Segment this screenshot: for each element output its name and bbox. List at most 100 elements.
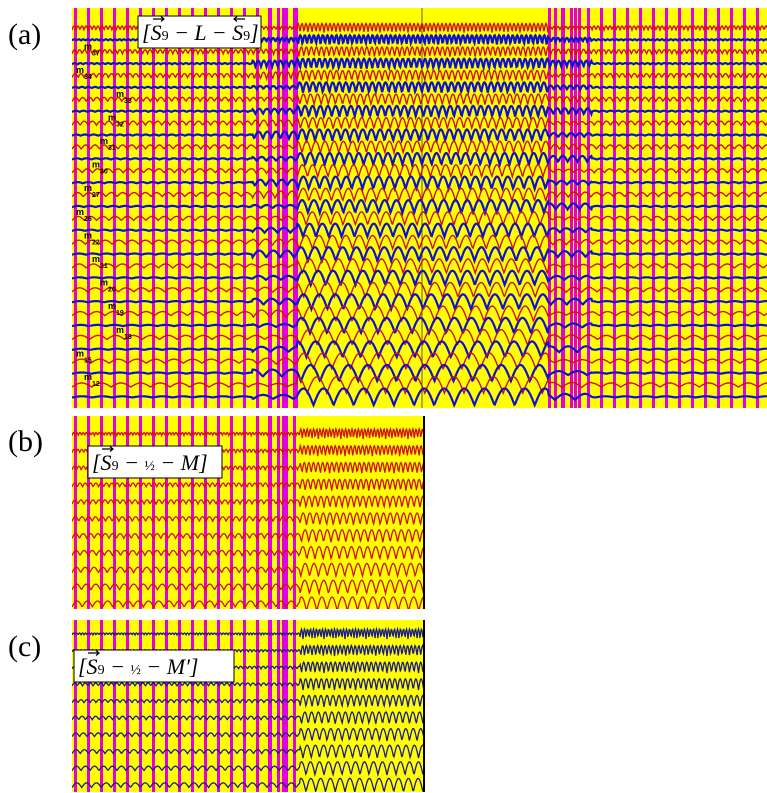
panel-b-equation: [S9 − ½ − M] xyxy=(92,450,208,475)
mode-label: m xyxy=(84,183,92,193)
stripe xyxy=(268,416,271,609)
mode-label-sub: 18 xyxy=(124,334,132,341)
trace-line xyxy=(72,562,425,579)
trace-line xyxy=(72,246,767,265)
trace-line xyxy=(72,93,767,107)
stripe xyxy=(178,416,181,609)
trace-line xyxy=(72,281,767,300)
trace-line xyxy=(72,694,424,709)
trace-line xyxy=(72,140,767,156)
stripe xyxy=(268,8,271,408)
panel-a-traces xyxy=(72,22,767,408)
stripe xyxy=(256,8,259,408)
panel-b-traces xyxy=(72,426,425,609)
mode-label: m xyxy=(100,136,108,146)
stripe xyxy=(574,8,577,408)
stripe xyxy=(100,416,103,609)
trace-line xyxy=(72,104,767,121)
stripe xyxy=(217,8,220,408)
mode-label: m xyxy=(92,160,100,170)
mode-label: m xyxy=(108,112,116,122)
stripe xyxy=(165,416,168,609)
trace-line xyxy=(72,293,767,313)
trace-line xyxy=(72,744,424,760)
stripe xyxy=(548,8,551,408)
trace-line xyxy=(72,677,425,691)
mode-label-sub: 30 xyxy=(100,169,108,176)
trace-line xyxy=(72,81,767,96)
trace-line xyxy=(72,579,425,596)
trace-line xyxy=(72,69,767,83)
mode-label: m xyxy=(76,65,84,75)
mode-label-sub: 12 xyxy=(92,381,100,388)
stripe xyxy=(285,620,288,792)
stripe xyxy=(293,416,296,609)
panel-c-stripes xyxy=(74,620,296,792)
trace-line xyxy=(72,711,424,726)
trace-line xyxy=(72,761,424,777)
stripe xyxy=(639,8,642,408)
stripe xyxy=(74,416,77,609)
eq-a-close: ] xyxy=(249,20,259,45)
stripe xyxy=(178,620,181,792)
eq-a-s1: S xyxy=(151,20,162,45)
stripe xyxy=(293,620,296,792)
mode-label-sub: 15 xyxy=(84,357,92,364)
stripe xyxy=(139,620,142,792)
stripe xyxy=(256,416,259,609)
mode-label-sub: 37 xyxy=(92,51,100,58)
mode-label-sub: 26 xyxy=(84,216,92,223)
trace-line xyxy=(72,116,767,132)
stripe xyxy=(285,8,288,408)
mode-label: m xyxy=(92,254,100,264)
stripe xyxy=(87,416,90,609)
eq-c-arrow-right-icon xyxy=(88,650,100,656)
panel-c-label: (c) xyxy=(8,630,42,663)
stripe xyxy=(282,416,285,609)
eq-a-sub2: 9 xyxy=(243,29,250,44)
mode-label-sub: 31 xyxy=(108,145,116,152)
mode-label: m xyxy=(84,372,92,382)
stripe xyxy=(191,416,194,609)
mode-label: m xyxy=(116,89,124,99)
stripe xyxy=(230,8,233,408)
stripe xyxy=(256,620,259,792)
panel-a-equation: [S9 − L − S9] xyxy=(142,20,259,45)
mode-label: m xyxy=(76,348,84,358)
trace-line xyxy=(72,316,767,337)
trace-line xyxy=(72,187,767,204)
panel-b-equation-box: [S9 − ½ − M] xyxy=(87,445,223,479)
trace-line xyxy=(72,596,424,609)
eq-b-arrow-right-icon xyxy=(102,446,114,452)
panel-c-traces xyxy=(72,626,425,792)
panel-c-plot: [S9 − ½ − M′] xyxy=(72,620,425,792)
eq-a-arrow-right-icon xyxy=(153,16,165,22)
trace-line xyxy=(72,545,424,561)
trace-line xyxy=(72,269,767,289)
stripe xyxy=(277,620,280,792)
mode-label-sub: 22 xyxy=(92,239,100,246)
stripe xyxy=(730,8,733,408)
stripe xyxy=(243,8,246,408)
stripe xyxy=(87,8,90,408)
stripe xyxy=(139,8,142,408)
panel-a-label: (a) xyxy=(8,18,42,51)
trace-line xyxy=(72,305,767,324)
stripe xyxy=(126,620,129,792)
trace-line xyxy=(72,221,767,241)
stripe xyxy=(652,8,655,408)
stripe xyxy=(100,620,103,792)
stripe xyxy=(152,620,155,792)
stripe xyxy=(756,8,759,408)
trace-line xyxy=(72,328,767,347)
panel-b-plot: [S9 − ½ − M] xyxy=(72,416,425,609)
eq-a-sub1: 9 xyxy=(162,29,169,44)
mode-label-sub: 21 xyxy=(100,263,108,270)
stripe xyxy=(665,8,668,408)
stripe xyxy=(165,620,168,792)
stripe xyxy=(570,8,573,408)
stripe xyxy=(285,416,288,609)
trace-line xyxy=(72,352,767,371)
stripe xyxy=(178,8,181,408)
trace-line xyxy=(72,56,767,73)
